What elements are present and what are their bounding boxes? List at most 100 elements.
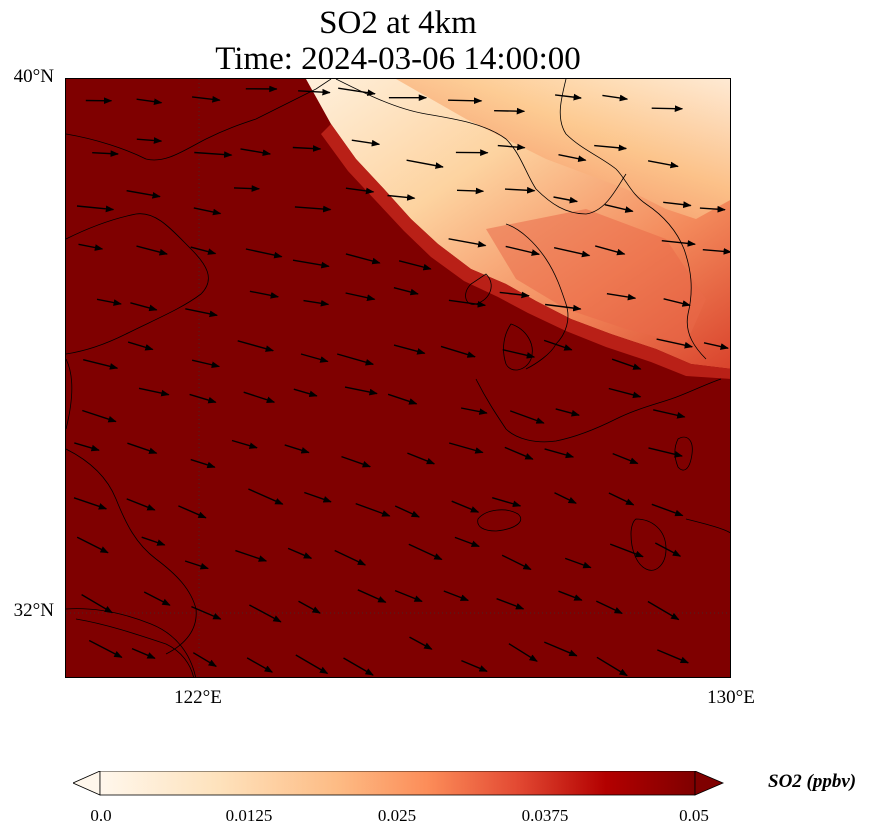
wind-arrow <box>501 554 532 571</box>
wind-arrow <box>141 536 166 546</box>
map-canvas <box>66 79 730 677</box>
wind-arrow <box>699 205 726 213</box>
wind-arrow <box>393 344 426 355</box>
wind-arrow <box>83 359 119 370</box>
wind-arrow <box>448 97 483 105</box>
wind-arrow <box>294 205 332 213</box>
lat-label-40N: 40°N <box>13 66 54 87</box>
wind-arrow <box>127 442 158 454</box>
wind-arrow <box>136 98 163 105</box>
wind-arrow <box>647 600 680 621</box>
wind-arrow <box>136 137 163 144</box>
wind-arrow <box>508 643 538 662</box>
wind-arrow <box>295 654 329 675</box>
wind-arrow <box>343 657 374 676</box>
wind-arrow <box>178 505 207 519</box>
wind-arrow <box>192 652 217 668</box>
wind-arrow <box>73 497 108 510</box>
lon-label-130E: 130°E <box>707 687 755 708</box>
wind-arrow <box>233 185 261 192</box>
wind-arrow <box>648 447 683 458</box>
wind-arrow <box>355 502 391 517</box>
colorbar-extend-max <box>694 771 725 796</box>
wind-arrow <box>337 353 375 366</box>
wind-arrow <box>647 160 679 169</box>
wind-arrow <box>663 201 692 208</box>
so2-plume-mid <box>486 209 706 344</box>
wind-arrow <box>460 407 488 415</box>
wind-arrow <box>594 144 628 152</box>
wind-arrow <box>126 498 156 511</box>
wind-arrow <box>387 194 416 201</box>
wind-arrow <box>193 207 222 216</box>
wind-arrow <box>243 391 276 404</box>
wind-arrow <box>303 299 330 307</box>
lat-label-32N: 32°N <box>13 600 54 621</box>
wind-arrow <box>558 590 583 601</box>
wind-arrow <box>504 446 534 460</box>
wind-arrow <box>345 292 376 301</box>
coastlines <box>66 79 730 677</box>
wind-arrow <box>604 204 634 213</box>
wind-arrow <box>451 500 480 513</box>
colorbar-tick-2: 0.025 <box>377 806 417 825</box>
wind-arrow <box>292 145 322 152</box>
wind-arrow <box>595 245 626 256</box>
wind-arrow <box>558 154 587 162</box>
wind-arrow <box>651 503 684 517</box>
wind-arrow <box>443 590 469 602</box>
wind-arrow <box>609 543 644 558</box>
lon-label-122E: 122°E <box>174 687 222 708</box>
wind-arrow <box>81 593 113 614</box>
wind-arrow <box>184 560 209 570</box>
wind-arrow <box>543 339 573 351</box>
wind-arrow <box>448 299 487 308</box>
wind-arrow <box>351 139 381 147</box>
wind-arrow <box>357 589 387 603</box>
so2-plume-core <box>396 79 730 219</box>
wind-arrow <box>394 589 423 603</box>
wind-arrow <box>248 488 284 505</box>
colorbar-extend-min <box>73 771 101 796</box>
wind-arrow <box>496 598 525 610</box>
wind-arrow <box>612 452 639 465</box>
wind-arrow <box>249 290 280 299</box>
wind-arrow <box>334 549 367 566</box>
colorbar-gradient <box>99 771 696 796</box>
wind-arrow <box>504 186 536 194</box>
wind-arrow <box>656 338 694 349</box>
colorbar-tick-3: 0.0375 <box>521 806 569 825</box>
wind-arrow <box>651 105 684 113</box>
wind-arrow <box>78 243 104 251</box>
map-panel <box>65 78 731 678</box>
wind-arrow <box>131 647 156 659</box>
wind-arrow <box>499 291 530 299</box>
wind-arrow <box>76 536 109 554</box>
wind-arrow <box>143 591 171 606</box>
wind-arrow <box>702 248 730 255</box>
wind-arrow <box>127 341 154 351</box>
wind-arrow <box>544 641 578 657</box>
wind-arrow <box>136 245 168 256</box>
wind-arrow <box>602 94 629 102</box>
wind-arrow <box>345 187 375 195</box>
wind-arrow <box>304 491 332 503</box>
wind-arrow <box>191 605 222 620</box>
wind-arrow <box>249 604 282 623</box>
wind-arrow <box>231 439 258 449</box>
wind-arrow <box>461 659 488 672</box>
wind-arrow <box>96 298 122 306</box>
wind-arrow <box>407 452 436 465</box>
colorbar-label: SO2 (ppbv) <box>768 771 857 792</box>
wind-arrow <box>544 448 575 459</box>
wind-arrow <box>454 536 480 548</box>
colorbar-tick-0: 0.0 <box>90 806 112 825</box>
wind-arrow <box>88 639 123 659</box>
wind-arrow <box>595 600 623 615</box>
wind-arrow <box>74 442 100 452</box>
wind-arrow <box>298 88 331 96</box>
wind-arrow <box>246 657 274 673</box>
wind-arrow <box>76 205 115 213</box>
colorbar-tick-4: 0.05 <box>679 806 709 825</box>
wind-arrow <box>449 442 484 454</box>
